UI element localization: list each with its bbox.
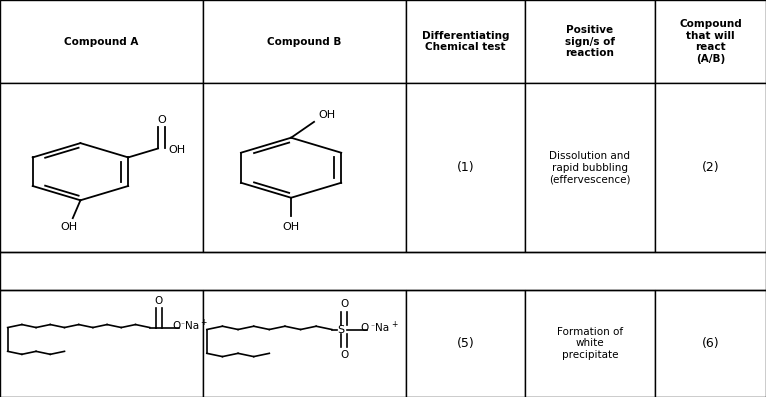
Bar	[655, 0, 766, 83]
Bar	[406, 290, 525, 397]
Text: ⁻: ⁻	[370, 322, 374, 331]
Text: OH: OH	[61, 222, 77, 232]
Bar	[525, 0, 655, 83]
Bar	[0, 83, 203, 252]
Bar	[655, 83, 766, 252]
Text: Formation of
white
precipitate: Formation of white precipitate	[557, 327, 623, 360]
Bar	[406, 0, 525, 83]
Text: O: O	[340, 350, 349, 360]
Bar	[0, 290, 203, 397]
Bar	[406, 83, 525, 252]
Text: (5): (5)	[457, 337, 474, 350]
Bar	[525, 83, 655, 252]
Text: (6): (6)	[702, 337, 719, 350]
Text: Compound
that will
react
(A/B): Compound that will react (A/B)	[679, 19, 741, 64]
Text: Na: Na	[375, 323, 389, 333]
Text: Compound B: Compound B	[267, 37, 342, 47]
Text: (2): (2)	[702, 161, 719, 174]
Text: OH: OH	[283, 222, 300, 231]
Text: S: S	[338, 324, 345, 335]
Text: +: +	[391, 320, 398, 329]
Bar	[203, 0, 406, 83]
Text: O: O	[172, 320, 180, 331]
Text: OH: OH	[168, 145, 185, 156]
Text: Na: Na	[185, 321, 199, 331]
Bar	[655, 290, 766, 397]
Text: O: O	[340, 299, 349, 309]
Text: O: O	[158, 115, 166, 125]
Text: Positive
sign/s of
reaction: Positive sign/s of reaction	[565, 25, 615, 58]
Text: OH: OH	[318, 110, 335, 120]
Bar	[525, 290, 655, 397]
Bar	[203, 290, 406, 397]
Bar	[0, 0, 203, 83]
Text: +: +	[200, 318, 207, 327]
Text: Dissolution and
rapid bubbling
(effervescence): Dissolution and rapid bubbling (efferves…	[549, 151, 630, 184]
Text: O: O	[360, 322, 368, 333]
Text: (1): (1)	[457, 161, 474, 174]
Bar	[203, 83, 406, 252]
Text: Compound A: Compound A	[64, 37, 139, 47]
Text: ⁻: ⁻	[180, 320, 185, 329]
Text: O: O	[155, 297, 163, 306]
Text: Differentiating
Chemical test: Differentiating Chemical test	[421, 31, 509, 52]
